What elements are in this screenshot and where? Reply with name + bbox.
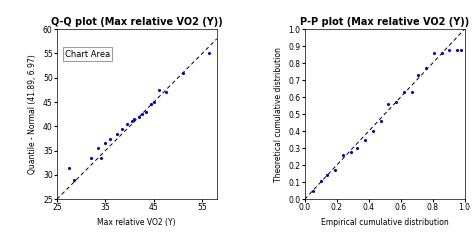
Y-axis label: Quantile - Normal (41.89, 6.97): Quantile - Normal (41.89, 6.97) <box>28 54 37 174</box>
Point <box>150 100 157 104</box>
Point <box>331 168 339 172</box>
Point <box>445 48 452 52</box>
Title: P-P plot (Max relative VO2 (Y)): P-P plot (Max relative VO2 (Y)) <box>300 17 469 27</box>
Point <box>128 120 136 123</box>
Point <box>136 115 143 119</box>
Point <box>106 137 114 140</box>
Point <box>414 73 422 77</box>
Point <box>206 52 213 55</box>
Point <box>354 146 361 150</box>
Point <box>179 71 187 75</box>
Point <box>422 66 430 70</box>
Point <box>378 119 385 123</box>
Point <box>384 102 392 106</box>
Point <box>400 90 408 94</box>
Point <box>94 146 102 150</box>
Point <box>131 117 138 121</box>
Point <box>101 141 109 145</box>
Point <box>162 90 170 94</box>
Point <box>453 48 460 52</box>
Point <box>438 51 446 55</box>
Point <box>143 110 150 114</box>
Point <box>138 112 146 116</box>
Point <box>114 132 121 136</box>
X-axis label: Empirical cumulative distribution: Empirical cumulative distribution <box>321 218 448 227</box>
Point <box>347 150 355 154</box>
Y-axis label: Theoretical cumulative distribution: Theoretical cumulative distribution <box>274 47 283 182</box>
Point <box>408 90 416 94</box>
Point <box>98 156 105 160</box>
Point <box>457 48 465 52</box>
Point <box>339 153 347 157</box>
Point <box>155 88 163 92</box>
Point <box>70 178 78 182</box>
Point <box>323 174 331 177</box>
Text: Chart Area: Chart Area <box>65 50 110 59</box>
Point <box>123 122 131 126</box>
Title: Q-Q plot (Max relative VO2 (Y)): Q-Q plot (Max relative VO2 (Y)) <box>51 17 223 27</box>
Point <box>370 129 377 133</box>
Point <box>87 156 95 160</box>
Point <box>65 166 73 170</box>
Point <box>430 51 438 55</box>
Point <box>317 179 324 182</box>
Point <box>309 189 317 193</box>
Point <box>118 127 126 131</box>
Point <box>147 103 155 106</box>
Point <box>392 100 400 104</box>
Point <box>362 138 369 142</box>
X-axis label: Max relative VO2 (Y): Max relative VO2 (Y) <box>98 218 176 227</box>
